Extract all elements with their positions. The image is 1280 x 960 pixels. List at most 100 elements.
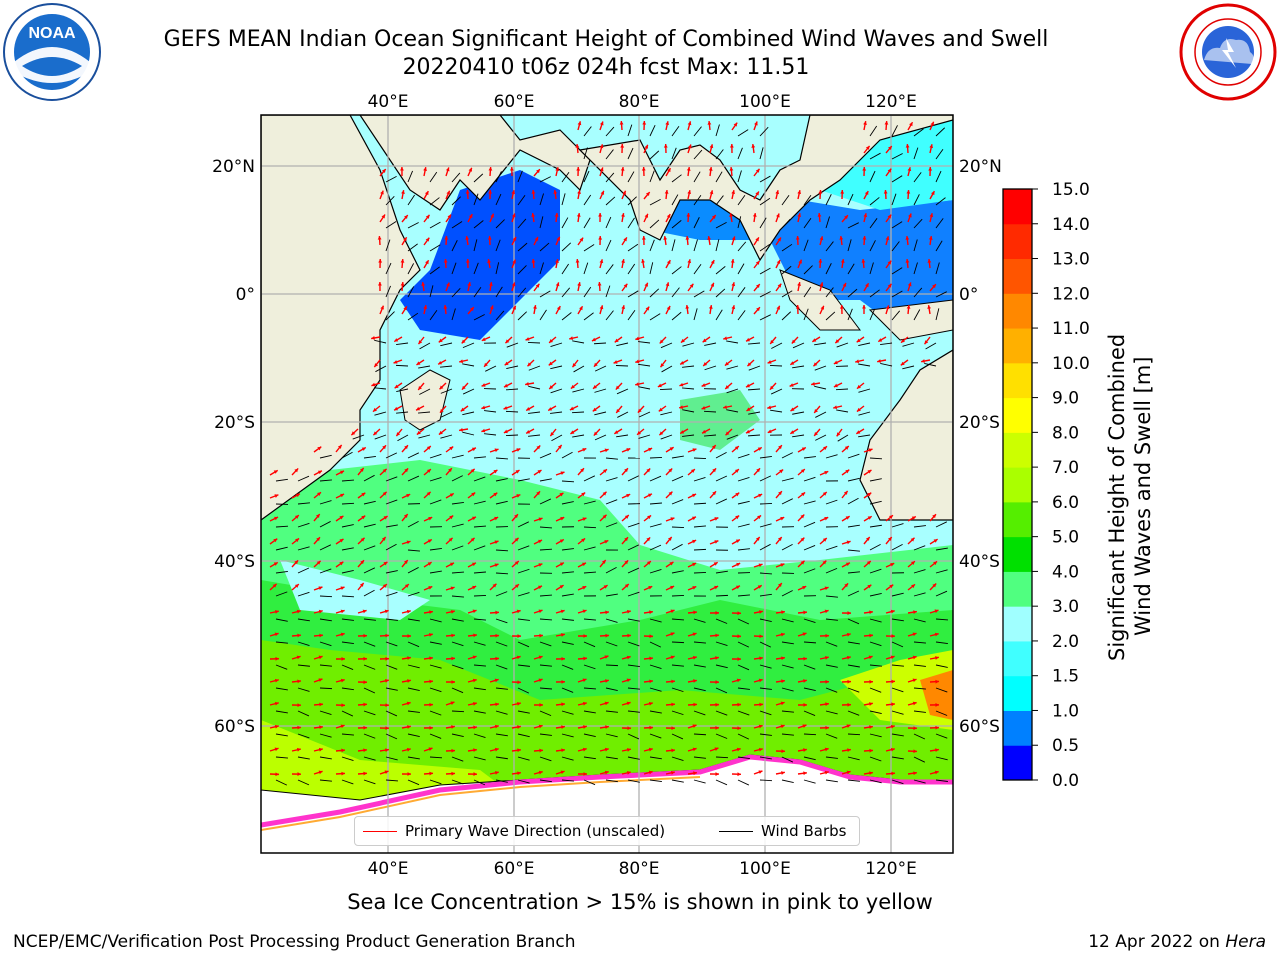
wind-barb [297, 546, 310, 551]
wind-barb [759, 779, 773, 782]
wave-arrow-head [691, 516, 696, 521]
wave-arrow-head [406, 540, 411, 545]
wind-barb [825, 241, 834, 252]
wind-barb [891, 267, 903, 275]
wave-arrow-head [538, 517, 543, 522]
wind-barb [495, 687, 508, 690]
wind-barb [275, 570, 288, 574]
wave-arrow-head [380, 305, 384, 310]
wind-barb [341, 618, 354, 621]
wave-arrow-head [644, 213, 649, 218]
wave-arrow-head [533, 305, 537, 309]
wave-arrow-head [735, 539, 740, 544]
wind-barb [913, 545, 926, 551]
wave-arrow-head [555, 282, 560, 287]
wave-arrow-head [384, 770, 389, 775]
wind-barb [319, 568, 332, 574]
wind-barb [759, 572, 772, 575]
wind-barb [847, 687, 860, 693]
wave-arrow-head [296, 655, 301, 660]
wave-arrow-head [429, 702, 433, 707]
wind-barb [539, 262, 544, 275]
wave-arrow-head [273, 470, 278, 474]
wind-barb [363, 710, 376, 716]
wave-arrow-head [687, 144, 692, 149]
wind-barb [847, 239, 852, 252]
wind-barb [363, 500, 376, 505]
wind-barb [638, 411, 651, 418]
wind-barb [759, 523, 772, 528]
wind-barb [495, 664, 508, 670]
wave-arrow-head [715, 702, 719, 707]
wave-arrow-head [813, 362, 818, 367]
wind-barb [825, 641, 838, 647]
wind-barb [935, 197, 946, 206]
wave-arrow-head [812, 338, 817, 342]
wind-barb [517, 545, 530, 551]
wave-arrow-head [660, 363, 665, 368]
wave-arrow-head [620, 167, 625, 171]
wind-barb [429, 285, 434, 298]
wind-barb [319, 687, 333, 690]
wave-arrow-head [824, 517, 829, 521]
wave-arrow-head [593, 362, 598, 367]
wind-barb [583, 194, 592, 206]
wind-barb [605, 499, 618, 505]
wind-barb [605, 566, 617, 574]
wind-barb [539, 594, 552, 597]
wave-arrow-head [791, 339, 796, 344]
wave-arrow-head [877, 359, 881, 363]
wave-arrow-head [531, 259, 536, 263]
wave-arrow-head [516, 448, 521, 452]
wave-arrow-head [512, 259, 516, 264]
wind-barb [451, 454, 464, 459]
lon-tick-bottom: 60°E [494, 859, 535, 879]
wind-barb [935, 590, 948, 597]
wind-barb [891, 733, 904, 737]
wave-arrow-head [890, 655, 895, 660]
wind-barb [539, 242, 550, 252]
wind-barb [803, 217, 812, 229]
wave-arrow-head [790, 430, 795, 434]
wind-barb [561, 733, 574, 738]
wave-arrow-head [934, 770, 939, 775]
wave-arrow-head [465, 259, 470, 263]
wind-barb [693, 502, 707, 505]
wind-barb [451, 545, 464, 551]
lat-tick-left: 0° [236, 285, 255, 305]
wind-barb [715, 779, 728, 786]
wave-arrow-head [692, 448, 697, 452]
wave-arrow-head [635, 382, 640, 386]
wave-arrow-head [641, 167, 646, 171]
wave-arrow-head [847, 748, 851, 753]
wave-arrow-head [845, 469, 850, 474]
wave-arrow-head [649, 634, 653, 639]
wind-barb [462, 388, 475, 395]
wind-barb [726, 388, 739, 394]
wind-barb [451, 710, 465, 713]
wind-barb [363, 567, 376, 574]
wave-arrow-head [822, 560, 827, 565]
wind-barb [891, 664, 904, 667]
wind-barb [825, 454, 838, 459]
wind-barb [715, 195, 724, 206]
lat-tick-left: 20°N [212, 157, 255, 177]
wave-arrow-head [802, 724, 807, 728]
wind-barb [561, 287, 571, 298]
wave-arrow-head [770, 339, 774, 344]
wind-barb [297, 522, 310, 528]
wave-arrow-head [473, 772, 477, 777]
wave-arrow-head [624, 584, 629, 588]
wind-barb [561, 312, 572, 321]
wave-arrow-head [779, 469, 784, 474]
wind-barb [693, 618, 706, 623]
wind-barb [429, 476, 442, 482]
wind-barb [825, 779, 838, 783]
wave-arrow-head [869, 748, 873, 753]
wind-barb [473, 500, 486, 505]
wind-barb [407, 687, 420, 691]
wind-barb [473, 314, 485, 321]
wind-barb [759, 687, 772, 690]
wave-arrow-head [737, 702, 741, 707]
wave-arrow-head [648, 701, 653, 706]
